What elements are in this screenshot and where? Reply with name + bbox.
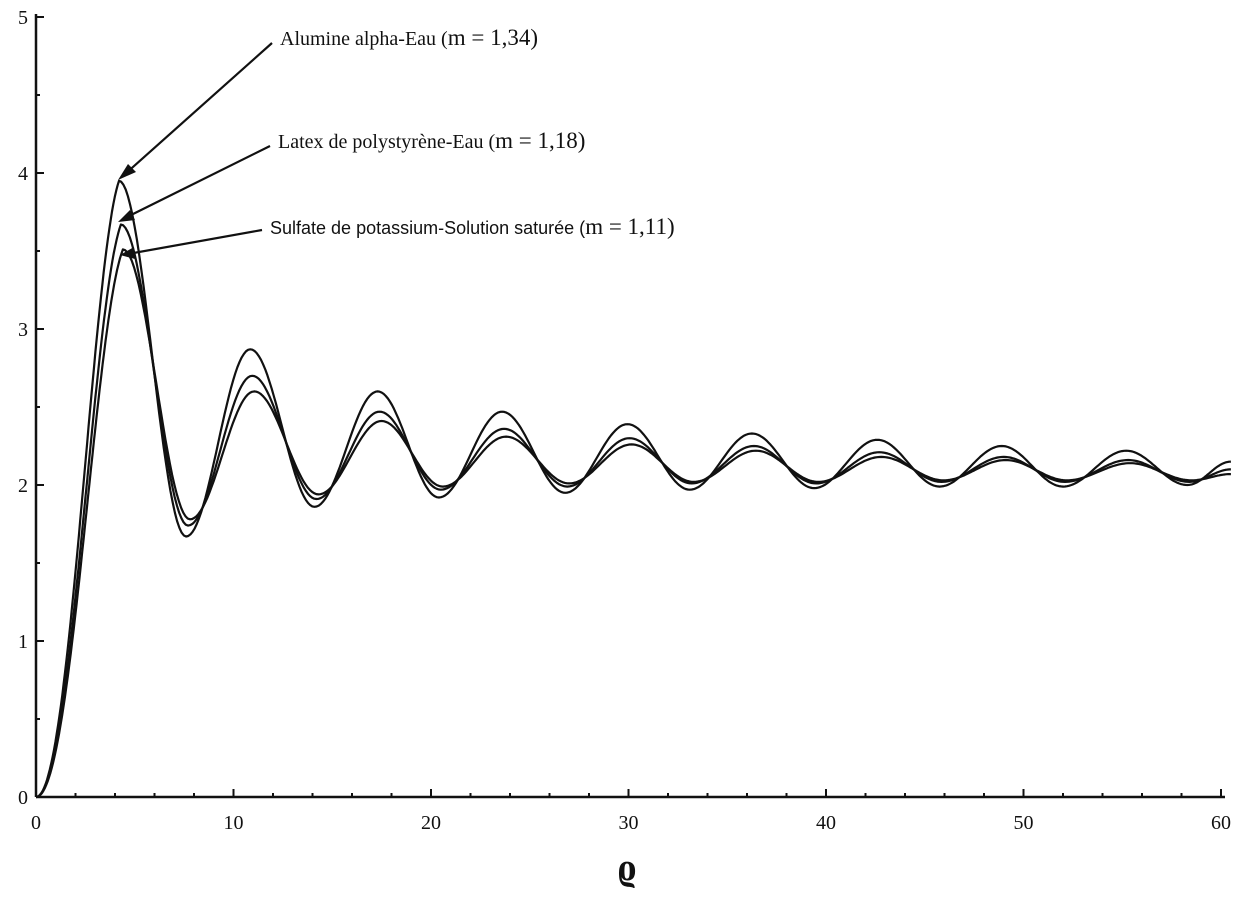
x-tick-label: 20 bbox=[421, 812, 441, 834]
annotation-arrow-sulfate bbox=[127, 228, 263, 256]
annotation-text-alumine: Alumine alpha-Eau ( bbox=[280, 28, 448, 50]
y-tick-label: 2 bbox=[18, 475, 28, 497]
annotation-text-sulfate: Sulfate de potassium-Solution saturée ( bbox=[270, 218, 585, 238]
x-tick-label: 50 bbox=[1014, 812, 1034, 834]
annotation-m-latex: m = 1,18) bbox=[495, 128, 585, 153]
annotation-label-sulfate: Sulfate de potassium-Solution saturée (m… bbox=[270, 214, 675, 239]
annotation-arrowhead-latex bbox=[118, 210, 135, 222]
annotation-arrow-latex bbox=[124, 145, 271, 219]
x-tick-label: 10 bbox=[224, 812, 244, 834]
x-tick-label: 0 bbox=[31, 812, 41, 834]
axes bbox=[34, 14, 1225, 799]
annotation-label-latex: Latex de polystyrène-Eau (m = 1,18) bbox=[278, 128, 585, 153]
series-line-latex bbox=[35, 223, 1231, 799]
series-line-sulfate bbox=[35, 248, 1231, 799]
x-tick-label: 60 bbox=[1211, 812, 1231, 834]
y-tick-label: 0 bbox=[18, 787, 28, 809]
curves bbox=[35, 179, 1231, 799]
annotation-label-alumine: Alumine alpha-Eau (m = 1,34) bbox=[280, 25, 538, 50]
annotation-m-alumine: m = 1,34) bbox=[448, 25, 538, 50]
annotation-arrowhead-alumine bbox=[118, 164, 136, 180]
y-tick-label: 1 bbox=[18, 631, 28, 653]
annotation-sulfate: Sulfate de potassium-Solution saturée (m… bbox=[120, 214, 675, 259]
annotation-m-sulfate: m = 1,11) bbox=[585, 214, 674, 239]
ticks: 0 10 20 30 40 50 60 0 1 2 3 4 5 bbox=[18, 7, 1231, 834]
annotation-latex: Latex de polystyrène-Eau (m = 1,18) bbox=[118, 128, 585, 222]
y-tick-label: 4 bbox=[18, 163, 28, 185]
y-tick-label: 3 bbox=[18, 319, 28, 341]
series-line-alumine bbox=[35, 179, 1231, 799]
x-axis-label: ϱ bbox=[618, 847, 637, 889]
y-tick-label: 5 bbox=[18, 7, 28, 29]
annotation-arrow-alumine bbox=[123, 42, 273, 176]
annotation-text-latex: Latex de polystyrène-Eau ( bbox=[278, 131, 495, 153]
annotation-arrowhead-sulfate bbox=[120, 247, 135, 259]
x-tick-label: 40 bbox=[816, 812, 836, 834]
annotations: Alumine alpha-Eau (m = 1,34) Latex de po… bbox=[118, 25, 675, 259]
x-tick-label: 30 bbox=[619, 812, 639, 834]
annotation-alumine: Alumine alpha-Eau (m = 1,34) bbox=[118, 25, 538, 180]
